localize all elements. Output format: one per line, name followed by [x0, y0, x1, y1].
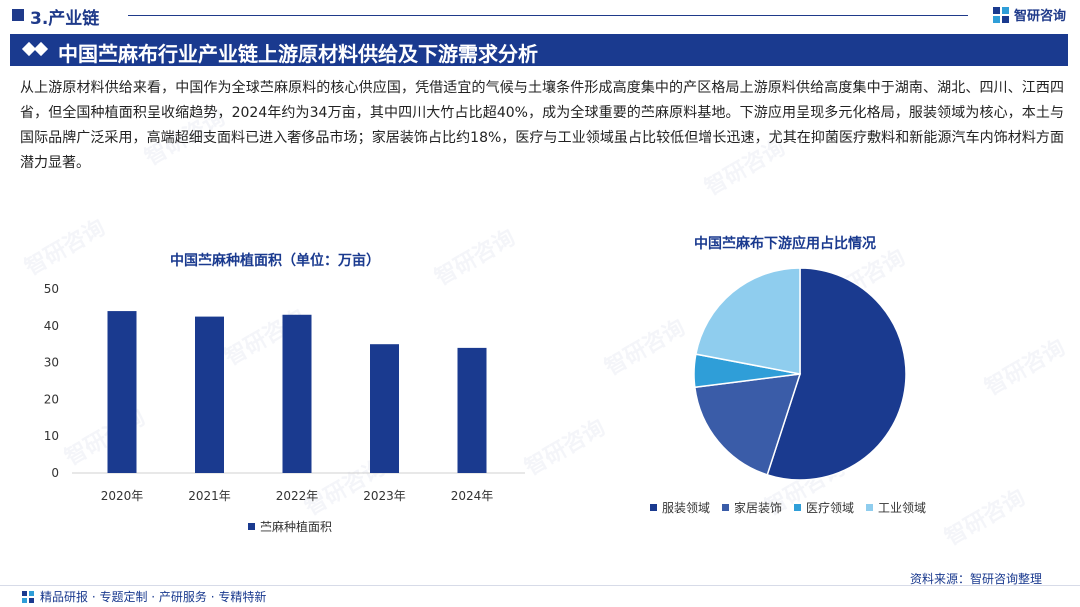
legend-item: 苎麻种植面积: [248, 518, 332, 535]
bar-legend: 苎麻种植面积: [248, 518, 344, 535]
y-tick-label: 50: [44, 282, 59, 296]
y-tick-label: 30: [44, 356, 59, 370]
brand-icon: [22, 590, 34, 603]
section-marker: [12, 9, 24, 21]
footer-tags: 精品研报 · 专题定制 · 产研服务 · 专精特新: [22, 588, 266, 605]
source-note: 资料来源：智研咨询整理: [909, 572, 1042, 586]
x-tick-label: 2022年: [276, 489, 319, 503]
top-divider: [128, 15, 968, 16]
x-tick-label: 2021年: [188, 489, 231, 503]
pie-slice: [695, 267, 801, 375]
y-tick-label: 40: [44, 319, 59, 333]
legend-item: 医疗领域: [794, 499, 854, 516]
legend-label: 家居装饰: [734, 501, 783, 515]
page-title: 中国苎麻布行业产业链上游原材料供给及下游需求分析: [58, 42, 538, 66]
bar-chart-title: 中国苎麻种植面积（单位：万亩）: [170, 253, 380, 269]
x-tick-label: 2023年: [363, 489, 406, 503]
pie-legend: 服装领域 家居装饰 医疗领域 工业领域: [650, 499, 938, 516]
y-tick-label: 10: [44, 429, 59, 443]
legend-item: 服装领域: [650, 499, 710, 516]
legend-label: 工业领域: [878, 501, 927, 515]
legend-swatch: [248, 523, 255, 530]
legend-swatch: [794, 504, 802, 511]
pie-chart-title: 中国苎麻布下游应用占比情况: [694, 236, 876, 252]
brand-logo: 智研咨询: [992, 5, 1066, 24]
bar: [370, 344, 399, 473]
legend-item: 工业领域: [866, 499, 926, 516]
bar: [195, 316, 224, 473]
legend-item: 家居装饰: [722, 499, 782, 516]
title-banner: 中国苎麻布行业产业链上游原材料供给及下游需求分析: [10, 34, 1068, 66]
footer-tags-text: 精品研报 · 专题定制 · 产研服务 · 专精特新: [40, 590, 267, 604]
section-title: 3.产业链: [30, 9, 100, 29]
y-tick-label: 20: [44, 392, 59, 406]
legend-label: 服装领域: [662, 501, 711, 515]
x-tick-label: 2020年: [101, 489, 144, 503]
footer-divider: [0, 585, 1080, 586]
legend-label: 苎麻种植面积: [260, 520, 333, 534]
bar: [282, 314, 312, 473]
legend-swatch: [650, 504, 657, 511]
intro-paragraph: 从上游原材料供给来看，中国作为全球苎麻原料的核心供应国，凭借适宜的气候与土壤条件…: [20, 80, 1064, 171]
legend-label: 医疗领域: [806, 501, 855, 515]
logo-text: 智研咨询: [1013, 9, 1066, 24]
pie-slice: [766, 267, 907, 481]
top-bar: 3.产业链 智研咨询: [0, 0, 1080, 30]
pie-slice: [693, 373, 802, 476]
logo-icon: [992, 6, 1009, 23]
y-tick-label: 0: [51, 466, 59, 480]
legend-swatch: [866, 504, 874, 511]
x-tick-label: 2024年: [451, 489, 494, 503]
bar: [457, 347, 487, 473]
legend-swatch: [722, 504, 730, 511]
bar: [107, 311, 137, 473]
